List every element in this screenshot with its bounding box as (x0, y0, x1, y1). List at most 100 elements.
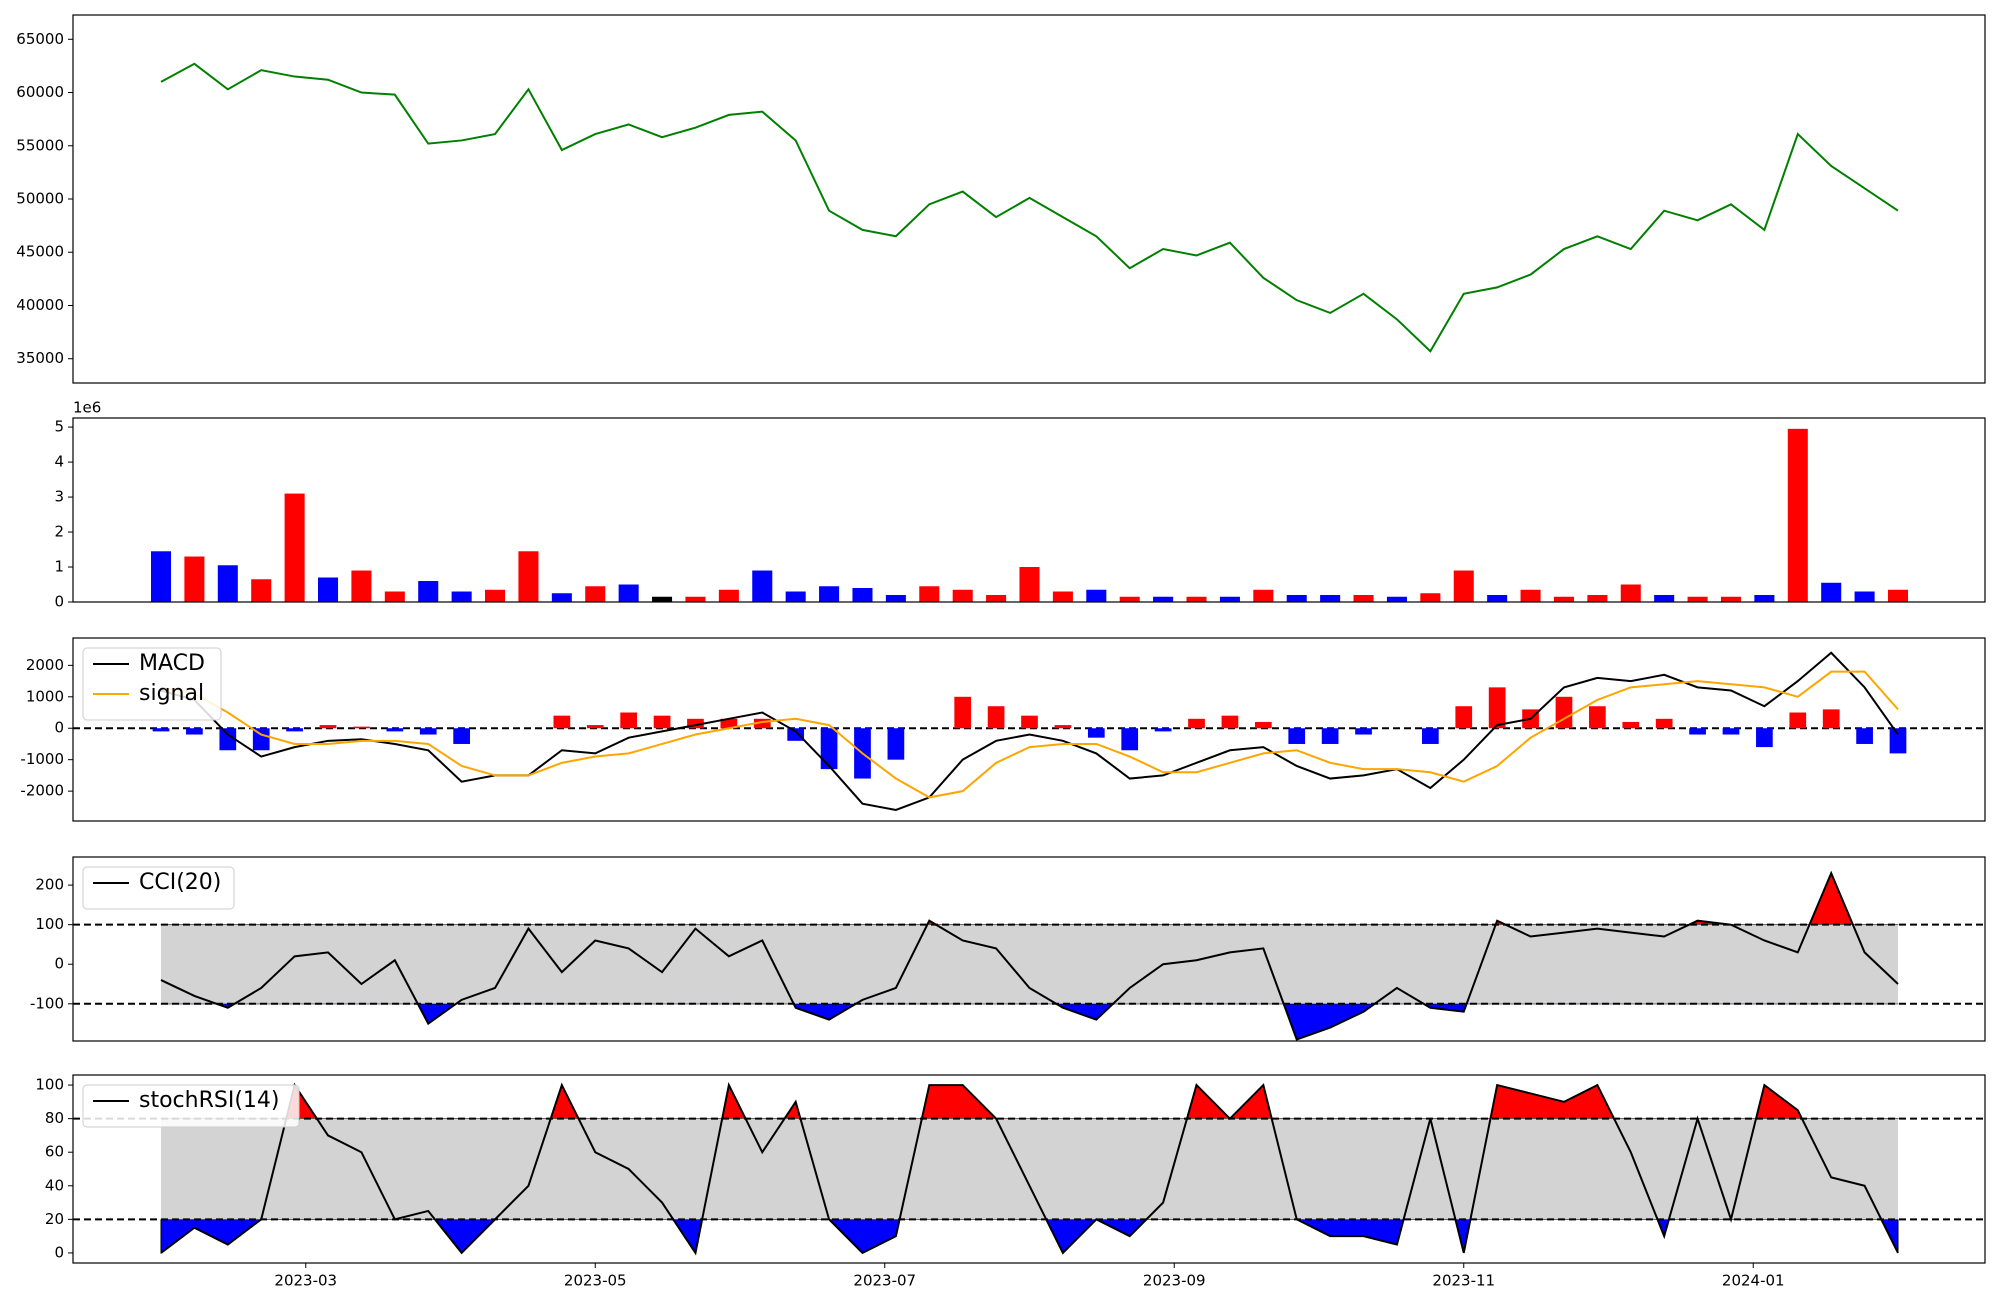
histogram-bar (1689, 728, 1706, 735)
volume-bar (451, 591, 472, 602)
histogram-bar (586, 725, 604, 729)
y-tick-label: 4 (54, 453, 64, 471)
y-tick-label: 0 (54, 955, 64, 973)
legend-label: CCI(20) (139, 870, 221, 895)
y-tick-label: 60000 (16, 83, 64, 101)
axes-frame (72, 417, 1986, 603)
histogram-bar (1555, 696, 1573, 729)
x-tick-label: 2023-11 (1432, 1272, 1495, 1290)
y-tick-label: 2000 (26, 656, 64, 674)
histogram-bar (720, 718, 738, 729)
volume-bar (485, 589, 506, 602)
histogram-bar (252, 728, 270, 751)
volume-bar (1787, 428, 1808, 602)
histogram-bar (653, 715, 671, 729)
threshold-band (161, 924, 1898, 1004)
histogram-bar (687, 718, 704, 729)
y-tick-label: 55000 (16, 136, 64, 154)
legend-box (82, 1084, 300, 1128)
histogram-bar (1054, 725, 1072, 729)
histogram-bar (386, 728, 404, 732)
volume-bar (1386, 596, 1407, 602)
volume-bar (1520, 589, 1541, 602)
legend-box (82, 866, 235, 910)
axes-frame (72, 856, 1986, 1042)
x-tick-label: 2023-07 (853, 1272, 916, 1290)
legend-label: signal (139, 681, 204, 706)
y-tick-label: 40000 (16, 296, 64, 314)
volume-bar (785, 591, 806, 602)
y-tick-label: 60 (45, 1143, 64, 1161)
histogram-bar (620, 712, 638, 729)
histogram-bar (1455, 706, 1473, 729)
threshold-band (161, 1118, 1898, 1220)
volume-bar (1720, 596, 1742, 602)
y-tick-label: 40 (45, 1176, 64, 1194)
histogram-bar (1121, 728, 1139, 751)
histogram-bar (1589, 706, 1606, 729)
volume-bar (819, 586, 840, 602)
histogram-bar (219, 728, 237, 751)
y-tick-label: -1000 (20, 750, 64, 768)
y-tick-label: 1 (54, 558, 64, 576)
histogram-bar (1722, 728, 1740, 735)
y-tick-label: 2 (54, 523, 64, 541)
x-tick-label: 2023-05 (564, 1272, 627, 1290)
volume-bar (1587, 595, 1608, 602)
volume-bar (652, 596, 673, 602)
y-tick-label: 200 (35, 876, 64, 894)
volume-bar (1219, 596, 1240, 602)
histogram-bar (1822, 709, 1840, 729)
legend-label: MACD (139, 651, 205, 676)
volume-bar (1320, 595, 1341, 602)
histogram-bar (152, 728, 170, 732)
y-tick-label: 65000 (16, 30, 64, 48)
volume-bar (718, 589, 739, 602)
volume-bar (1086, 589, 1107, 602)
volume-bar (518, 551, 539, 602)
volume-bar (919, 586, 940, 602)
histogram-bar (887, 728, 905, 760)
volume-bar (952, 589, 973, 602)
volume-bar (351, 570, 372, 602)
legend: MACD signal (82, 647, 222, 721)
volume-bar (852, 588, 873, 602)
histogram-bar (1856, 728, 1873, 744)
series-line (160, 870, 1899, 1041)
histogram-bar (1087, 728, 1105, 738)
y-tick-label: 0 (54, 719, 64, 737)
volume-bar (752, 570, 773, 602)
volume-bar (1420, 593, 1441, 602)
y-tick-label: -2000 (20, 782, 64, 800)
volume-bar (1052, 591, 1073, 602)
volume-bar (885, 595, 906, 602)
volume-bar (1019, 567, 1040, 602)
histogram-bar (1254, 721, 1272, 729)
volume-bar (1854, 591, 1875, 602)
y-tick-label: 45000 (16, 243, 64, 261)
volume-bar (1253, 589, 1274, 602)
series-line (160, 670, 1899, 799)
axis-offset-label: 1e6 (73, 399, 101, 417)
volume-bar (317, 577, 339, 602)
x-tick-label: 2023-09 (1143, 1272, 1206, 1290)
volume-bar (618, 584, 639, 602)
legend-label: stochRSI(14) (139, 1088, 280, 1113)
y-tick-label: 0 (54, 593, 64, 611)
histogram-bar (1488, 687, 1506, 729)
y-tick-label: 20 (45, 1210, 64, 1228)
histogram-bar (1889, 728, 1907, 754)
y-tick-label: 80 (45, 1109, 64, 1127)
volume-bar (1286, 595, 1307, 602)
volume-bar (685, 596, 706, 602)
volume-bar (1887, 589, 1909, 602)
histogram-bar (820, 728, 838, 770)
histogram-bar (419, 728, 437, 735)
histogram-bar (1421, 728, 1439, 744)
histogram-bar (1622, 721, 1640, 729)
histogram-bar (1655, 718, 1673, 729)
y-tick-label: 3 (54, 488, 64, 506)
volume-bar (251, 579, 272, 602)
histogram-bar (1756, 728, 1773, 748)
